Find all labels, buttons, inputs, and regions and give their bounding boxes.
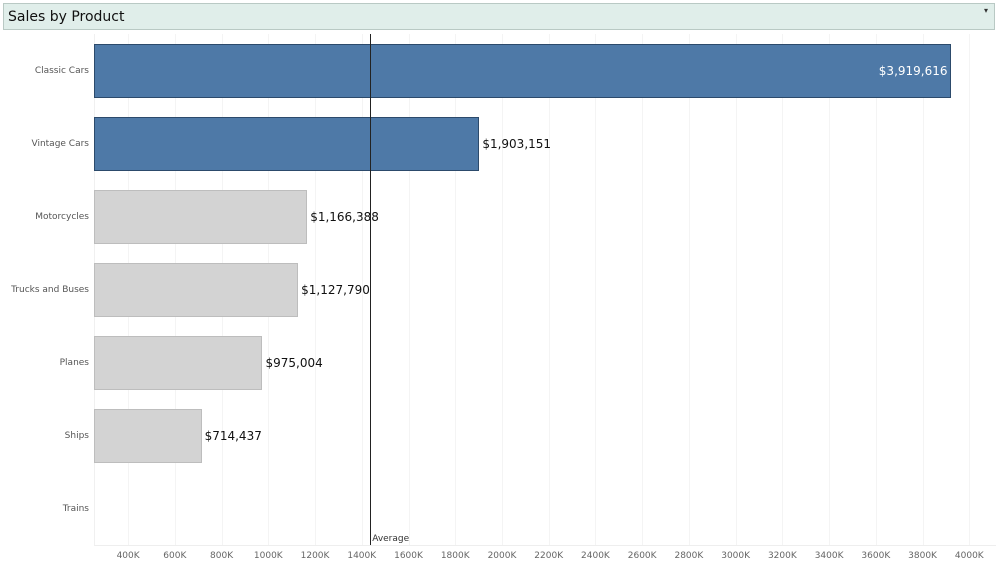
x-tick-label: 400K <box>116 551 140 561</box>
bar[interactable] <box>94 44 951 98</box>
bar[interactable] <box>94 409 202 463</box>
gridline <box>969 34 971 545</box>
x-tick-label: 2200K <box>534 551 564 561</box>
x-tick-label: 800K <box>210 551 234 561</box>
x-tick-label: 2800K <box>674 551 704 561</box>
gridline <box>782 34 784 545</box>
x-tick-label: 2600K <box>627 551 657 561</box>
bar[interactable] <box>94 117 480 171</box>
bar[interactable] <box>94 336 263 390</box>
x-tick-label: 1800K <box>440 551 470 561</box>
average-label: Average <box>372 534 410 544</box>
data-label: $714,437 <box>204 429 262 443</box>
category-label: Trucks and Buses <box>11 285 89 295</box>
gridline <box>735 34 737 545</box>
gridline <box>548 34 550 545</box>
x-tick-label: 600K <box>163 551 187 561</box>
data-label: $975,004 <box>265 356 323 370</box>
gridline <box>501 34 503 545</box>
category-label: Ships <box>64 431 89 441</box>
bar[interactable] <box>94 190 308 244</box>
gridline <box>688 34 690 545</box>
gridline <box>361 34 363 545</box>
gridline <box>595 34 597 545</box>
gridline <box>642 34 644 545</box>
category-label: Planes <box>59 358 89 368</box>
dropdown-arrow-icon[interactable]: ▾ <box>983 6 988 15</box>
data-label: $1,166,388 <box>310 210 379 224</box>
category-label: Trains <box>62 504 89 514</box>
gridline <box>829 34 831 545</box>
x-tick-label: 1200K <box>300 551 330 561</box>
category-label: Classic Cars <box>34 66 89 76</box>
bar[interactable] <box>94 263 299 317</box>
gridline <box>315 34 317 545</box>
category-label: Vintage Cars <box>31 139 89 149</box>
data-label: $1,903,151 <box>482 137 552 151</box>
average-reference-line[interactable] <box>370 34 372 545</box>
title-bar: Sales by Product ▾ <box>3 3 995 30</box>
gridline <box>875 34 877 545</box>
category-label: Motorcycles <box>35 212 89 222</box>
data-label: $3,919,616 <box>878 64 948 78</box>
x-tick-label: 3800K <box>908 551 937 561</box>
x-tick-label: 3200K <box>767 551 797 561</box>
gridline <box>408 34 410 545</box>
x-tick-label: 1000K <box>253 551 283 561</box>
chart-title: Sales by Product <box>8 9 125 25</box>
x-tick-label: 4000K <box>954 551 984 561</box>
x-tick-label: 3000K <box>721 551 751 561</box>
x-tick-label: 1400K <box>347 551 377 561</box>
x-tick-label: 1600K <box>394 551 423 561</box>
data-label: $1,127,790 <box>301 283 370 297</box>
gridline <box>455 34 457 545</box>
x-tick-label: 3400K <box>814 551 844 561</box>
x-tick-label: 2400K <box>581 551 610 561</box>
gridline <box>922 34 924 545</box>
x-tick-label: 3600K <box>861 551 891 561</box>
x-tick-label: 2000K <box>487 551 517 561</box>
